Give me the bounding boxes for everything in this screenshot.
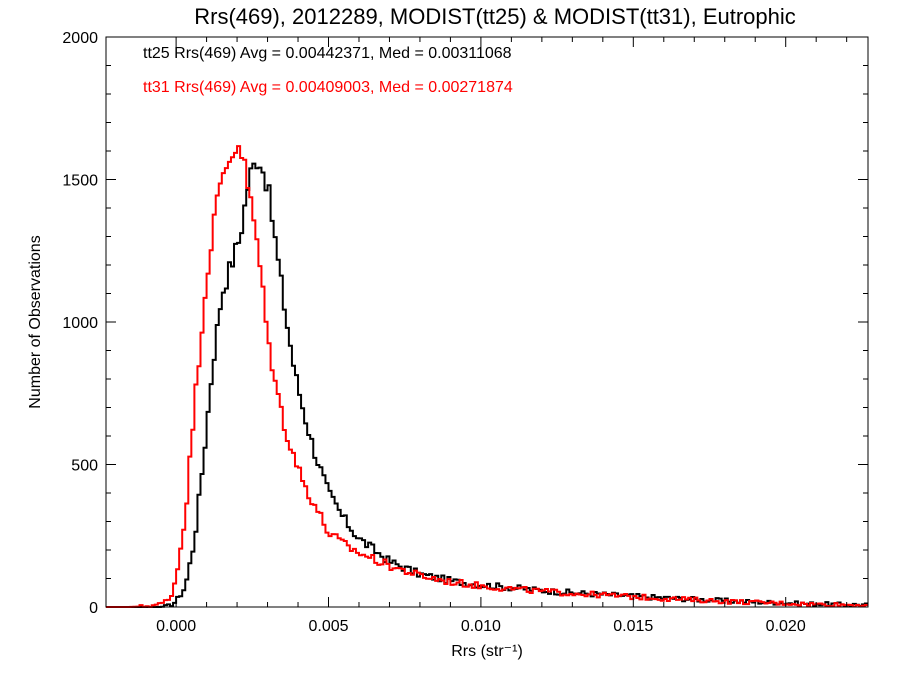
y-axis-label: Number of Observations [27,235,44,408]
y-tick-label: 2000 [62,30,98,47]
chart-title: Rrs(469), 2012289, MODIST(tt25) & MODIST… [194,4,796,29]
x-tick-label: 0.000 [156,618,196,635]
annotation-tt25: tt25 Rrs(469) Avg = 0.00442371, Med = 0.… [143,45,512,62]
plot-frame [105,36,869,608]
x-tick-label: 0.020 [766,618,806,635]
axis-layer: 0.000 0.005 0.010 0.015 0.020 0 500 1000 1500 200… [62,30,868,635]
x-tick-label: 0.015 [613,618,653,635]
series-line-tt31 [106,145,868,608]
y-tick-label: 1500 [62,173,98,190]
series-line-tt25 [106,162,868,608]
series-layer [106,145,868,608]
y-tick-label: 1000 [62,315,98,332]
x-tick-label: 0.010 [461,618,501,635]
x-tick-label: 0.005 [308,618,348,635]
y-tick-label: 0 [89,600,98,617]
annotation-tt31: tt31 Rrs(469) Avg = 0.00409003, Med = 0.… [143,79,513,96]
y-tick-label: 500 [71,458,98,475]
x-axis-label: Rrs (str⁻¹) [451,643,523,660]
